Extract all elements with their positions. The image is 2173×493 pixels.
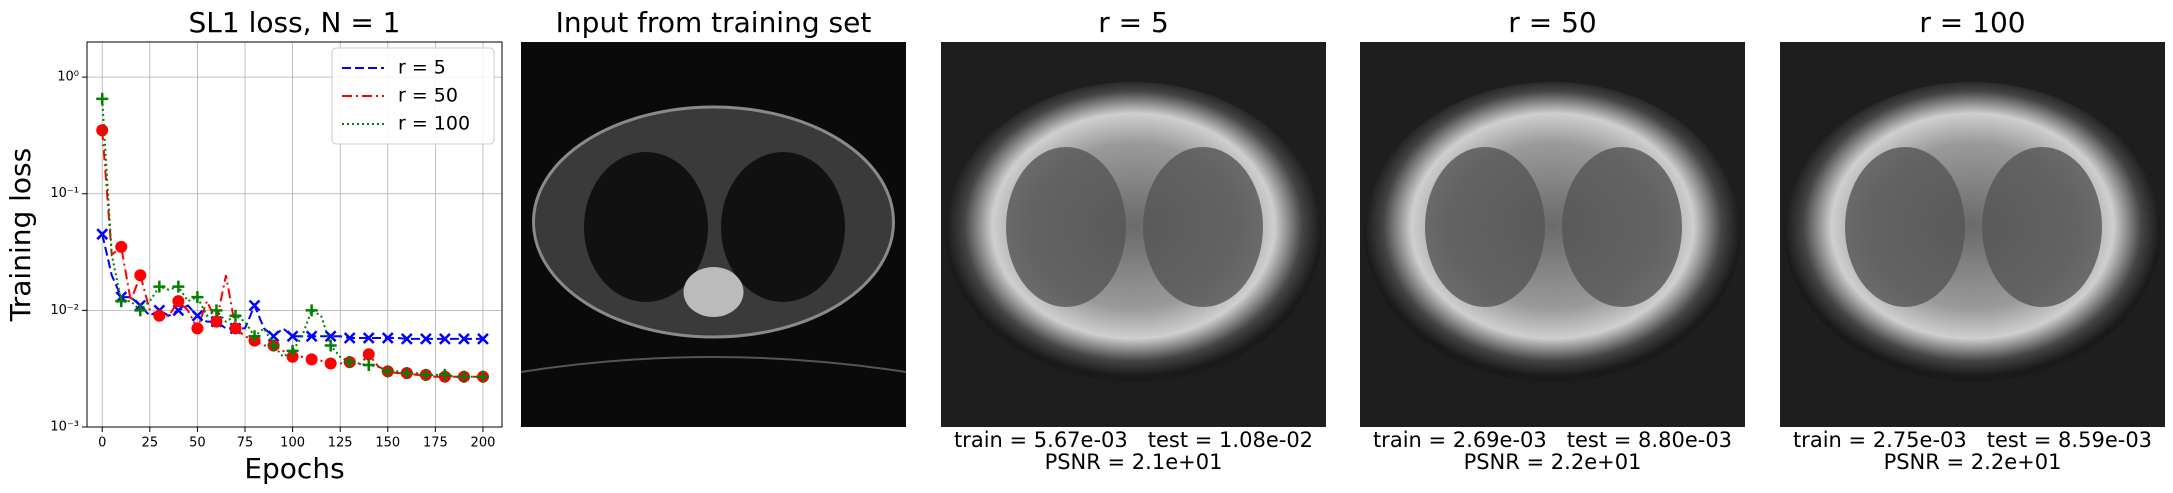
marker [439, 332, 451, 345]
marker [400, 367, 413, 380]
marker [286, 330, 299, 343]
x-tick-label: 200 [471, 436, 496, 451]
marker [248, 299, 261, 312]
x-tick-label: 25 [142, 436, 159, 451]
marker [134, 269, 147, 282]
x-tick-label: 175 [423, 436, 448, 451]
marker [381, 332, 394, 344]
marker [324, 339, 337, 352]
marker [115, 295, 128, 308]
marker [381, 365, 394, 378]
panel-title: Input from training set [556, 6, 872, 39]
x-tick-label: 150 [375, 436, 400, 451]
lung [721, 152, 845, 302]
marker [96, 124, 109, 137]
plot-frame [86, 41, 503, 428]
table-line [520, 356, 907, 373]
marker [153, 280, 166, 293]
marker [457, 370, 470, 383]
marker [115, 240, 128, 253]
image [1780, 42, 2165, 427]
marker [286, 344, 299, 357]
lung [1845, 147, 1965, 307]
legend-label: r = 100 [398, 113, 470, 135]
x-tick-label: 100 [280, 436, 305, 451]
marker [229, 309, 242, 322]
legend-label: r = 5 [398, 57, 446, 79]
caption: train = 2.69e-03 test = 8.80e-03 [1373, 428, 1732, 452]
marker [419, 332, 432, 345]
marker [305, 330, 318, 343]
marker [96, 228, 109, 241]
marker [400, 332, 413, 345]
psnr: PSNR = 2.2e+01 [1464, 450, 1642, 474]
lung [1425, 147, 1545, 307]
x-axis-label: Epochs [244, 452, 344, 485]
marker [191, 309, 204, 322]
marker [210, 315, 223, 328]
body [945, 82, 1322, 382]
marker [172, 295, 185, 308]
marker [153, 309, 166, 322]
y-tick-label: 10⁰ [57, 70, 79, 85]
spine [683, 267, 744, 317]
marker [191, 322, 204, 335]
marker [305, 353, 318, 366]
marker [438, 368, 451, 381]
marker [477, 332, 489, 345]
legend-label: r = 50 [398, 85, 458, 107]
caption: train = 5.67e-03 test = 1.08e-02 [954, 428, 1313, 452]
marker [476, 370, 489, 383]
series-line [101, 233, 483, 340]
y-tick-label: 10⁻³ [50, 420, 79, 435]
legend: r = 5 r = 50 r = 100 [331, 47, 495, 145]
legend-box [331, 47, 495, 145]
marker [267, 339, 280, 352]
body [1784, 82, 2161, 382]
panel-title: r = 5 [1098, 6, 1169, 39]
marker [172, 280, 185, 293]
marker [229, 322, 242, 335]
lung [1562, 147, 1682, 307]
lung [1006, 147, 1126, 307]
marker [191, 291, 204, 304]
body [1364, 82, 1741, 382]
psnr: PSNR = 2.2e+01 [1884, 450, 2062, 474]
x-tick-label: 0 [98, 436, 106, 451]
marker [362, 348, 375, 361]
marker [343, 332, 356, 344]
marker [96, 92, 109, 105]
marker [134, 304, 147, 317]
y-tick-label: 10⁻² [50, 303, 79, 318]
x-tick-label: 75 [237, 436, 254, 451]
psnr: PSNR = 2.1e+01 [1045, 450, 1223, 474]
panel-title: r = 50 [1508, 6, 1596, 39]
x-tick-label: 125 [328, 436, 353, 451]
marker [343, 356, 356, 369]
marker [305, 304, 318, 317]
lung [1143, 147, 1263, 307]
marker [248, 330, 261, 343]
y-axis-label: Training loss [4, 148, 37, 322]
image [941, 42, 1326, 427]
marker [324, 357, 337, 370]
marker [458, 332, 470, 345]
image [1360, 42, 1745, 427]
caption: train = 2.75e-03 test = 8.59e-03 [1793, 428, 2152, 452]
y-tick-label: 10⁻¹ [50, 186, 79, 201]
marker [362, 332, 375, 344]
x-tick-label: 50 [189, 436, 206, 451]
marker [210, 304, 223, 317]
lung [584, 152, 708, 302]
chart-title: SL1 loss, N = 1 [189, 6, 401, 39]
marker [362, 359, 375, 372]
lung [1982, 147, 2102, 307]
image [520, 42, 907, 427]
marker [324, 330, 337, 343]
marker [419, 368, 432, 381]
panel-title: r = 100 [1919, 6, 2025, 39]
